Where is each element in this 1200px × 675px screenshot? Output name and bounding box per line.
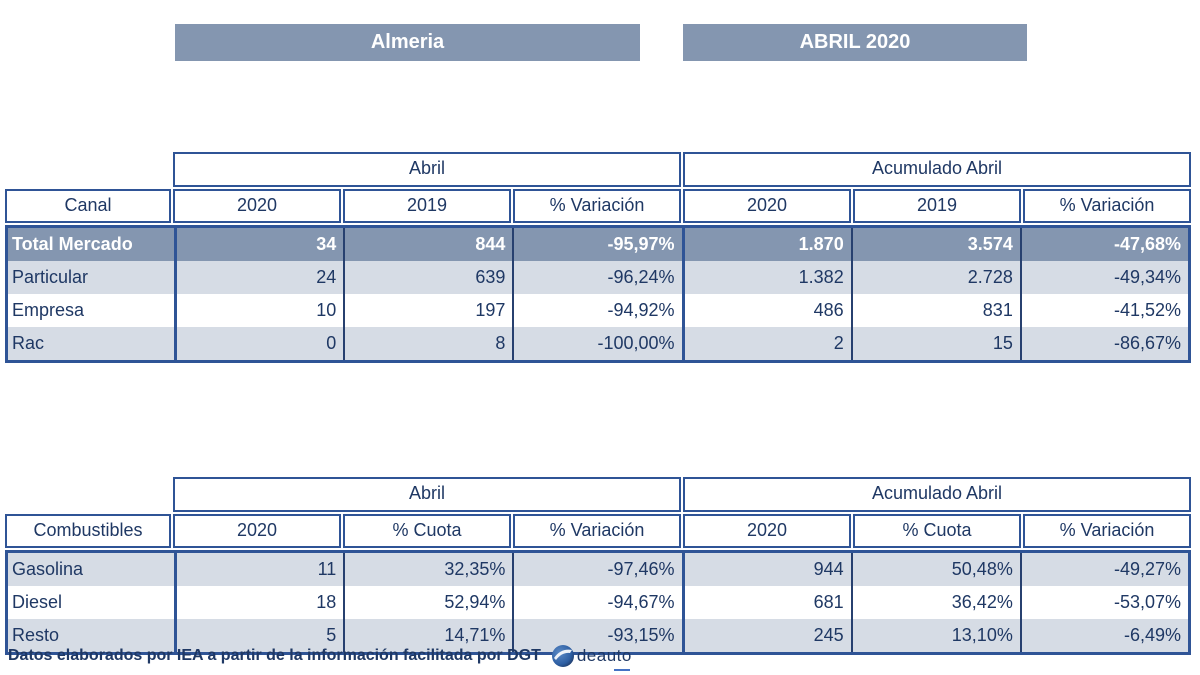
row-label: Particular bbox=[12, 267, 89, 287]
column-header: 2019 bbox=[853, 189, 1021, 223]
group-header-spacer bbox=[5, 477, 172, 512]
group-header: Abril bbox=[173, 477, 681, 512]
table-row: Total Mercado 34 844 -95,97% 1.870 3.574 -47,6… bbox=[8, 228, 1188, 261]
data-cell: 3.574 bbox=[850, 228, 1020, 261]
data-cell: -100,00% bbox=[512, 327, 681, 360]
data-cell: 639 bbox=[343, 261, 512, 294]
ideauto-logo-underline bbox=[613, 669, 630, 671]
data-cell: -97,46% bbox=[512, 553, 681, 586]
data-cell: -95,97% bbox=[512, 228, 681, 261]
data-cell: 10 bbox=[174, 294, 343, 327]
ideauto-logo-text: deauto bbox=[576, 646, 632, 665]
combustibles-table: Abril Acumulado Abril Combustibles 2020% Cu… bbox=[5, 477, 1191, 655]
data-cell: 50,48% bbox=[850, 553, 1020, 586]
row-label: Resto bbox=[12, 625, 60, 645]
data-cell: 8 bbox=[343, 327, 512, 360]
data-cell: -47,68% bbox=[1019, 228, 1188, 261]
period-header-bar: ABRIL 2020 bbox=[683, 24, 1027, 61]
data-cell: 32,35% bbox=[343, 553, 512, 586]
column-header: 2020 bbox=[683, 189, 851, 223]
data-cell: -49,34% bbox=[1019, 261, 1188, 294]
data-cell: -94,92% bbox=[512, 294, 681, 327]
data-cell: 944 bbox=[681, 553, 851, 586]
group-header-row: Abril Acumulado Abril bbox=[5, 477, 1191, 512]
canal-table: Abril Acumulado Abril Canal 2020 2019% Varia… bbox=[5, 152, 1191, 363]
ideauto-logo: deauto bbox=[551, 644, 632, 671]
data-cell: 34 bbox=[174, 228, 343, 261]
column-header: % Variación bbox=[513, 514, 681, 548]
data-cell: 831 bbox=[850, 294, 1020, 327]
row-label: Diesel bbox=[12, 592, 63, 612]
data-cell: 197 bbox=[343, 294, 512, 327]
row-label: Gasolina bbox=[12, 559, 84, 579]
table-row: Empresa 10 197 -94,92% 486 831 -41,52% bbox=[8, 294, 1188, 327]
column-header: 2019 bbox=[343, 189, 511, 223]
data-cell: 14,71% bbox=[343, 619, 512, 652]
data-cell: -49,27% bbox=[1019, 553, 1188, 586]
data-cell: -53,07% bbox=[1019, 586, 1188, 619]
column-header-row: Canal 2020 2019% Variación 2020 2019% Variac… bbox=[5, 189, 1191, 223]
column-header-row: Combustibles 2020% Cuota% Variación 2020% … bbox=[5, 514, 1191, 548]
data-cell: 52,94% bbox=[343, 586, 512, 619]
data-cell: 36,42% bbox=[850, 586, 1020, 619]
row-label: Empresa bbox=[12, 300, 85, 320]
row-header: Canal bbox=[5, 189, 171, 223]
row-label: Rac bbox=[12, 333, 45, 353]
data-cell: 844 bbox=[343, 228, 512, 261]
data-cell: 5 bbox=[174, 619, 343, 652]
data-cell: -86,67% bbox=[1019, 327, 1188, 360]
footer: Datos elaborados por IEA a partir de la … bbox=[8, 644, 632, 671]
data-cell: -6,49% bbox=[1019, 619, 1188, 652]
group-header: Acumulado Abril bbox=[683, 152, 1191, 187]
data-cell: 2 bbox=[681, 327, 851, 360]
region-header-bar: Almeria bbox=[175, 24, 640, 61]
group-header: Acumulado Abril bbox=[683, 477, 1191, 512]
column-header: 2020 bbox=[173, 189, 341, 223]
ideauto-logo-icon bbox=[551, 645, 574, 667]
data-cell: -96,24% bbox=[512, 261, 681, 294]
column-header: 2020 bbox=[683, 514, 851, 548]
data-cell: 681 bbox=[681, 586, 851, 619]
data-cell: 18 bbox=[174, 586, 343, 619]
group-header: Abril bbox=[173, 152, 681, 187]
table-body: Total Mercado 34 844 -95,97% 1.870 3.574 -47,6… bbox=[5, 225, 1191, 363]
data-cell: -41,52% bbox=[1019, 294, 1188, 327]
data-cell: 24 bbox=[174, 261, 343, 294]
table-row: Gasolina 11 32,35% -97,46% 944 50,48% -49,27% bbox=[8, 553, 1188, 586]
table-row: Particular 24 639 -96,24% 1.382 2.728 -49,34% bbox=[8, 261, 1188, 294]
data-cell: 0 bbox=[174, 327, 343, 360]
table-row: Resto 5 14,71% -93,15% 245 13,10% -6,49% bbox=[8, 619, 1188, 652]
data-cell: 13,10% bbox=[850, 619, 1020, 652]
table-row: Diesel 18 52,94% -94,67% 681 36,42% -53,07% bbox=[8, 586, 1188, 619]
row-label: Total Mercado bbox=[12, 234, 133, 254]
column-header: % Variación bbox=[513, 189, 681, 223]
table-body: Gasolina 11 32,35% -97,46% 944 50,48% -49,27% D… bbox=[5, 550, 1191, 655]
group-header-spacer bbox=[5, 152, 172, 187]
column-header: % Variación bbox=[1023, 514, 1191, 548]
group-header-row: Abril Acumulado Abril bbox=[5, 152, 1191, 187]
data-cell: 1.870 bbox=[681, 228, 851, 261]
data-cell: 486 bbox=[681, 294, 851, 327]
row-header: Combustibles bbox=[5, 514, 171, 548]
data-cell: 2.728 bbox=[850, 261, 1020, 294]
data-cell: 15 bbox=[850, 327, 1020, 360]
column-header: % Variación bbox=[1023, 189, 1191, 223]
data-cell: -94,67% bbox=[512, 586, 681, 619]
data-cell: 11 bbox=[174, 553, 343, 586]
data-cell: 1.382 bbox=[681, 261, 851, 294]
footer-source-text: Datos elaborados por IEA a partir de la … bbox=[8, 647, 541, 664]
column-header: % Cuota bbox=[853, 514, 1021, 548]
data-cell: 245 bbox=[681, 619, 851, 652]
column-header: 2020 bbox=[173, 514, 341, 548]
data-cell: -93,15% bbox=[512, 619, 681, 652]
column-header: % Cuota bbox=[343, 514, 511, 548]
table-row: Rac 0 8 -100,00% 2 15 -86,67% bbox=[8, 327, 1188, 360]
